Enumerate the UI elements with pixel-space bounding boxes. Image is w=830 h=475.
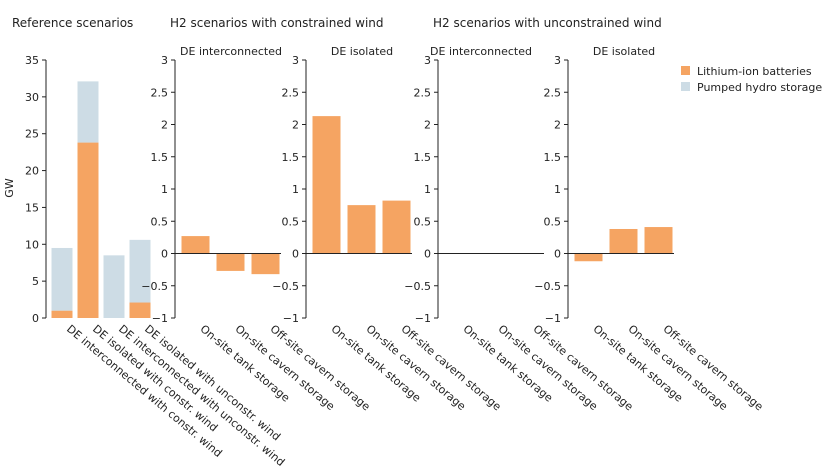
y-tick-label: −0.5 <box>534 280 561 293</box>
y-tick-label: 2 <box>292 119 299 132</box>
panel-title: H2 scenarios with constrained wind <box>170 16 384 30</box>
y-tick-label: −0.5 <box>404 280 431 293</box>
y-tick-label: 10 <box>25 238 39 251</box>
y-tick-label: 0 <box>424 248 431 261</box>
y-tick-label: 1 <box>161 183 168 196</box>
y-tick-label: 30 <box>25 91 39 104</box>
y-tick-label: 2.5 <box>151 86 169 99</box>
legend: Lithium-ion batteries Pumped hydro stora… <box>681 65 822 94</box>
y-tick-label: −1 <box>283 312 299 325</box>
bar-li-ion <box>77 142 99 318</box>
y-tick-label: −0.5 <box>272 280 299 293</box>
bar-li-ion <box>382 200 411 254</box>
bar-li-ion <box>574 253 603 262</box>
y-tick-label: −1 <box>415 312 431 325</box>
y-tick-label: 3 <box>424 54 431 67</box>
y-tick-label: 0 <box>32 312 39 325</box>
y-tick-label: 0.5 <box>282 215 300 228</box>
bar-li-ion <box>251 253 280 275</box>
bar-li-ion <box>216 253 245 271</box>
panel-subtitle: DE isolated <box>331 45 393 58</box>
bar-li-ion <box>51 310 73 318</box>
legend-label-pumped-hydro: Pumped hydro storage <box>697 81 822 94</box>
y-tick-label: 2 <box>424 119 431 132</box>
bar-li-ion <box>644 227 673 254</box>
y-tick-label: 0 <box>161 248 168 261</box>
y-tick-label: 20 <box>25 165 39 178</box>
panel-title: H2 scenarios with unconstrained wind <box>433 16 662 30</box>
y-tick-label: 1.5 <box>414 151 432 164</box>
y-tick-label: 1.5 <box>282 151 300 164</box>
y-tick-label: 1.5 <box>544 151 562 164</box>
y-tick-label: 15 <box>25 201 39 214</box>
y-tick-label: 0.5 <box>151 215 169 228</box>
y-tick-label: −1 <box>545 312 561 325</box>
y-tick-label: 1 <box>424 183 431 196</box>
panel-subtitle: DE interconnected <box>430 45 532 58</box>
bar-pumped-hydro <box>77 81 99 143</box>
y-tick-label: 2 <box>161 119 168 132</box>
y-tick-label: 3 <box>554 54 561 67</box>
bar-li-ion <box>129 302 151 318</box>
bar-li-ion <box>347 205 376 254</box>
y-tick-label: 2 <box>554 119 561 132</box>
legend-label-li-ion: Lithium-ion batteries <box>697 65 812 78</box>
bar-pumped-hydro <box>129 239 151 303</box>
panel-subtitle: DE interconnected <box>180 45 282 58</box>
y-tick-label: 2.5 <box>414 86 432 99</box>
y-tick-label: 1 <box>292 183 299 196</box>
y-tick-label: −1 <box>152 312 168 325</box>
y-tick-label: 1 <box>554 183 561 196</box>
y-tick-label: 2.5 <box>544 86 562 99</box>
y-tick-label: 0 <box>554 248 561 261</box>
bar-pumped-hydro <box>51 247 73 311</box>
bar-li-ion <box>181 236 210 254</box>
bar-li-ion <box>312 116 341 254</box>
y-tick-label: 0 <box>292 248 299 261</box>
y-axis-label: GW <box>3 178 16 198</box>
panel-title: Reference scenarios <box>12 16 133 30</box>
panel-subtitle: DE isolated <box>593 45 655 58</box>
y-tick-label: 5 <box>32 275 39 288</box>
y-tick-label: 3 <box>292 54 299 67</box>
legend-swatch-pumped-hydro <box>681 82 690 91</box>
y-tick-label: 35 <box>25 54 39 67</box>
y-tick-label: 0.5 <box>544 215 562 228</box>
y-tick-label: 25 <box>25 128 39 141</box>
y-tick-label: 2.5 <box>282 86 300 99</box>
y-tick-label: −0.5 <box>141 280 168 293</box>
y-tick-label: 1.5 <box>151 151 169 164</box>
bar-pumped-hydro <box>103 255 125 318</box>
y-tick-label: 3 <box>161 54 168 67</box>
y-tick-label: 0.5 <box>414 215 432 228</box>
legend-swatch-li-ion <box>681 66 690 75</box>
bar-li-ion <box>609 228 638 254</box>
